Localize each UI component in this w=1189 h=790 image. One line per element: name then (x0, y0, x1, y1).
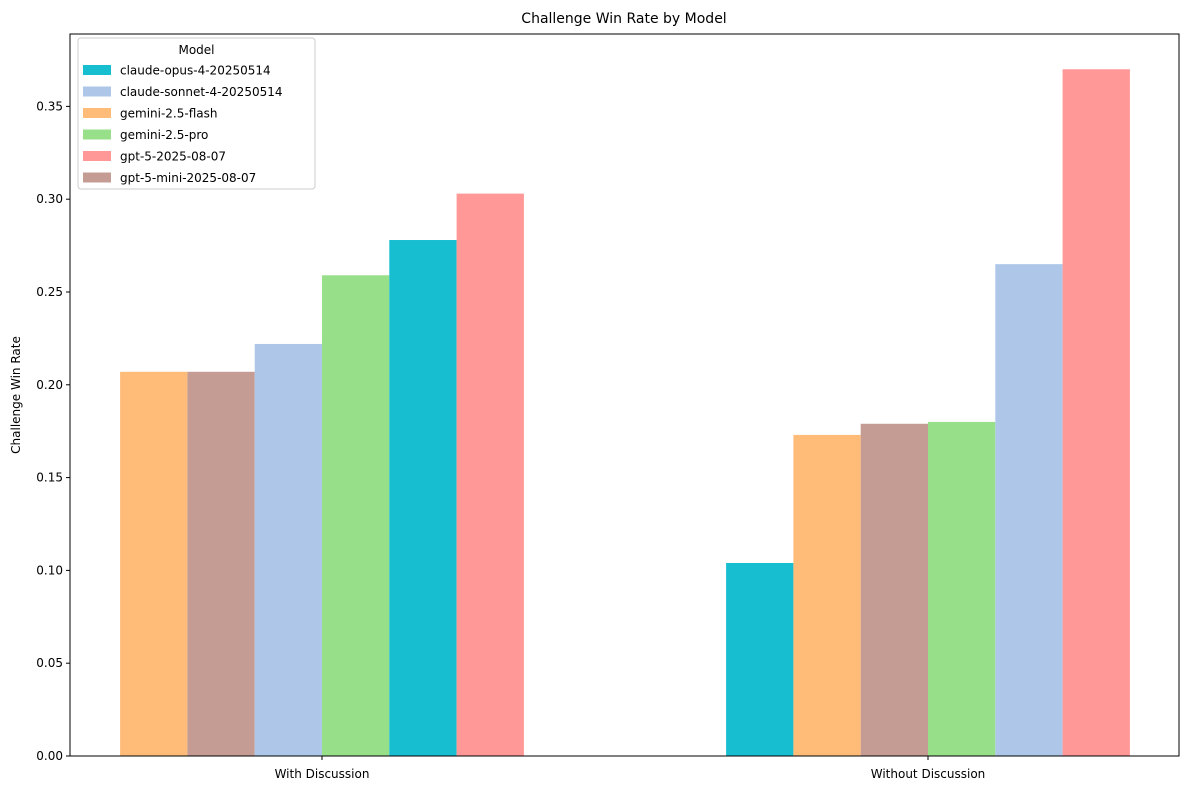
bar (995, 264, 1063, 756)
bar (322, 275, 390, 756)
y-axis-label: Challenge Win Rate (9, 336, 23, 454)
y-tick-label: 0.15 (36, 471, 63, 485)
bar (793, 434, 861, 756)
legend-swatch (83, 172, 111, 183)
y-axis: 0.00 0.05 0.10 0.15 0.20 0.25 0.30 0.35 (36, 99, 70, 763)
y-tick-label: 0.05 (36, 656, 63, 670)
y-tick-label: 0.00 (36, 749, 63, 763)
bar (726, 562, 794, 756)
legend-box (77, 37, 316, 190)
legend-label: claude-sonnet-4-20250514 (120, 85, 283, 99)
plot-frame (69, 33, 1180, 757)
legend-label: gpt-5-2025-08-07 (120, 150, 226, 164)
legend-label: claude-opus-4-20250514 (120, 64, 271, 78)
y-tick-label: 0.10 (36, 563, 63, 577)
x-axis: With Discussion Without Discussion (275, 756, 986, 781)
bar (389, 240, 457, 756)
bar (1062, 69, 1130, 756)
bar (456, 193, 524, 756)
legend-swatch (83, 108, 111, 118)
legend: Model claude-opus-4-20250514 claude-sonnet… (77, 37, 316, 190)
y-tick-label: 0.25 (36, 285, 63, 299)
legend-swatch (83, 151, 111, 161)
bar (187, 371, 255, 756)
bar (120, 371, 188, 756)
chart-title: Challenge Win Rate by Model (521, 11, 726, 27)
legend-swatch (83, 86, 111, 97)
x-tick-label: Without Discussion (871, 767, 986, 781)
legend-swatch (83, 65, 111, 75)
bar (254, 343, 322, 756)
bars-layer (120, 69, 1130, 756)
x-tick-label: With Discussion (275, 767, 370, 781)
legend-label: gemini-2.5-flash (120, 107, 217, 121)
y-tick-label: 0.30 (36, 192, 63, 206)
bar (928, 421, 996, 756)
y-tick-label: 0.20 (36, 378, 63, 392)
legend-swatch (83, 129, 111, 140)
y-tick-label: 0.35 (36, 99, 63, 113)
bar (860, 423, 928, 756)
legend-title: Model (178, 43, 214, 57)
legend-label: gemini-2.5-pro (120, 128, 208, 142)
legend-label: gpt-5-mini-2025-08-07 (120, 171, 256, 185)
